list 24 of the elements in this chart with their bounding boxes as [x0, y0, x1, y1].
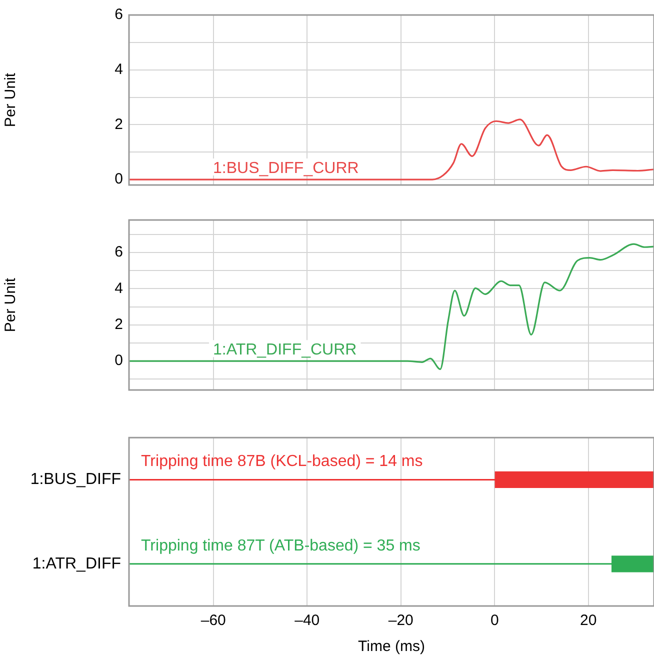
y-tick-label: 0 — [114, 352, 123, 370]
line-series — [129, 118, 654, 180]
x-tick-label: –20 — [388, 612, 414, 630]
y-tick-label: 4 — [114, 280, 123, 297]
y-tick-label: 6 — [114, 244, 123, 261]
y-tick-label: 1:BUS_DIFF — [30, 471, 122, 488]
x-tick-label: 0 — [490, 612, 499, 630]
x-tick-label: –60 — [200, 612, 226, 630]
annotation: Tripping time 87B (KCL-based) = 14 ms — [141, 453, 423, 470]
x-tick-label: –40 — [294, 612, 320, 630]
line-series — [129, 243, 654, 370]
y-tick-label: 2 — [114, 116, 123, 133]
y-axis-title: Per Unit — [2, 277, 20, 332]
y-tick-label: 4 — [114, 60, 123, 78]
y-tick-label: 0 — [114, 170, 123, 188]
y-tick-label: 6 — [114, 6, 123, 24]
y-tick-label: 1:ATR_DIFF — [32, 555, 122, 572]
series-label: 1:ATR_DIFF_CURR — [213, 341, 357, 358]
x-tick-label: 20 — [580, 612, 597, 630]
y-tick-label: 2 — [114, 316, 123, 334]
series-label: 1:BUS_DIFF_CURR — [213, 160, 359, 177]
y-axis-title: Per Unit — [2, 72, 20, 128]
annotation: Tripping time 87T (ATB-based) = 35 ms — [141, 537, 420, 554]
x-axis-title: Time (ms) — [358, 638, 425, 656]
